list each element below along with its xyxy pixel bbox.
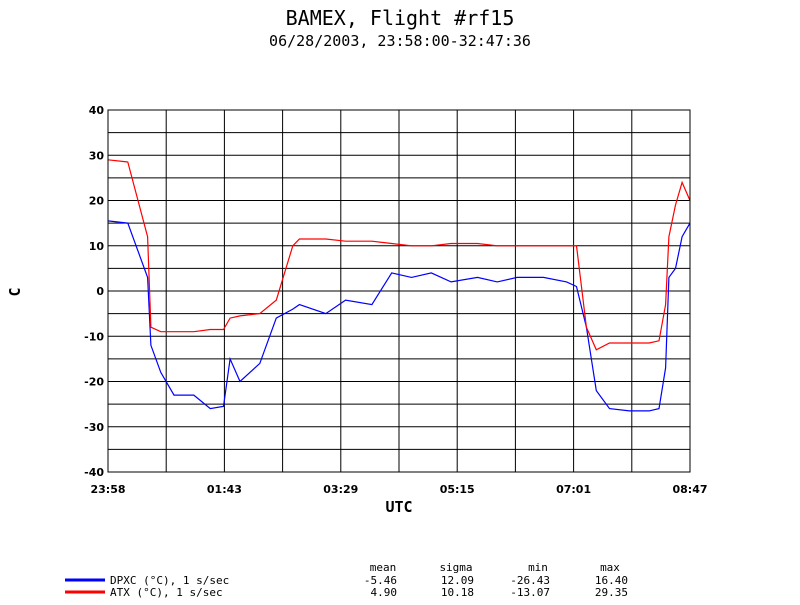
x-tick-label: 05:15 (440, 483, 475, 496)
legend-stat-value: -13.07 (510, 586, 550, 599)
chart-title: BAMEX, Flight #rf15 (286, 6, 515, 30)
legend-stat-value: 10.18 (441, 586, 474, 599)
legend-stat-value: 12.09 (441, 574, 474, 587)
series-line-dpxc (107, 220, 691, 412)
x-tick-label: 07:01 (556, 483, 591, 496)
y-tick-label: -40 (84, 466, 104, 479)
x-tick-label: 03:29 (323, 483, 358, 496)
plot-frame (107, 109, 691, 473)
legend-stat-value: 29.35 (595, 586, 628, 599)
x-axis-label: UTC (385, 498, 412, 516)
y-tick-label: 40 (89, 104, 105, 117)
x-tick-label: 23:58 (90, 483, 125, 496)
legend-header: mean (370, 561, 397, 574)
y-tick-label: -20 (84, 376, 104, 389)
x-tick-label: 08:47 (672, 483, 707, 496)
legend-stat-value: 4.90 (371, 586, 398, 599)
x-axis-ticks: 23:58 01:43 03:29 05:15 07:01 08:47 (90, 483, 707, 496)
legend-series-name: ATX (°C), 1 s/sec (110, 586, 223, 599)
chart-subtitle: 06/28/2003, 23:58:00-32:47:36 (269, 32, 531, 50)
y-tick-label: 10 (89, 240, 105, 253)
series-layer (107, 159, 691, 412)
legend-header: min (528, 561, 548, 574)
series-line-atx (107, 159, 691, 351)
legend-stat-value: -5.46 (364, 574, 397, 587)
y-tick-label: 30 (89, 149, 105, 162)
legend-stat-value: 16.40 (595, 574, 628, 587)
y-axis-ticks: 40 30 20 10 0 -10 -20 -30 -40 (84, 104, 104, 479)
legend-series-name: DPXC (°C), 1 s/sec (110, 574, 229, 587)
legend-stats-table: mean sigma min max DPXC (°C), 1 s/sec -5.46 12… (65, 561, 628, 599)
plot-grid (107, 109, 691, 473)
legend-header: max (600, 561, 620, 574)
x-tick-label: 01:43 (207, 483, 242, 496)
y-tick-label: 20 (89, 195, 105, 208)
y-tick-label: -30 (84, 421, 104, 434)
y-axis-label: C (6, 287, 24, 296)
y-tick-label: -10 (84, 330, 104, 343)
y-tick-label: 0 (96, 285, 104, 298)
legend-header: sigma (439, 561, 472, 574)
legend-stat-value: -26.43 (510, 574, 550, 587)
